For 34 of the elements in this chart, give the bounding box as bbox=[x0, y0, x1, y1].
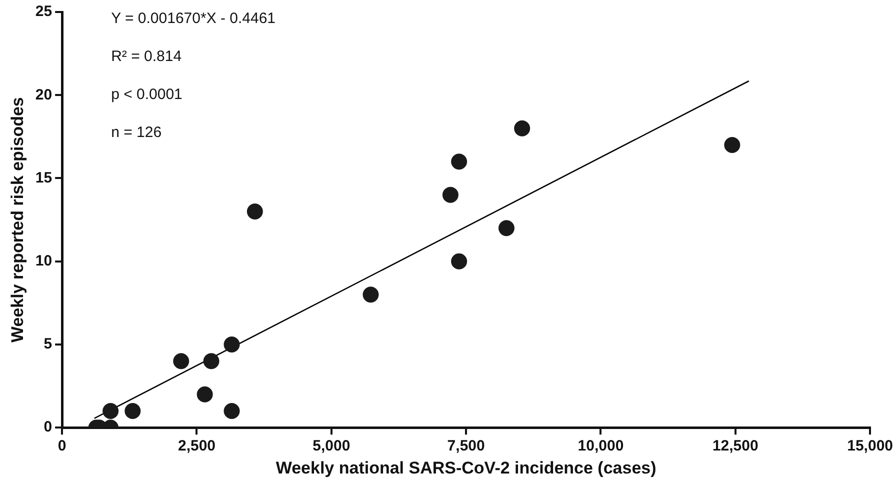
y-tick-label: 15 bbox=[35, 169, 52, 186]
y-tick-label: 25 bbox=[35, 3, 52, 20]
x-axis-title: Weekly national SARS-CoV-2 incidence (cases) bbox=[276, 458, 656, 478]
y-tick-label: 10 bbox=[35, 252, 52, 270]
point bbox=[203, 353, 220, 370]
y-tick-label: 0 bbox=[44, 418, 52, 436]
x-tick-label: 10,000 bbox=[578, 438, 624, 455]
point bbox=[124, 402, 141, 419]
point bbox=[514, 120, 530, 136]
y-tick-label: 20 bbox=[35, 86, 52, 104]
point bbox=[246, 203, 263, 220]
y-axis-title: Weekly reported risk episodes bbox=[8, 97, 27, 342]
point bbox=[724, 136, 740, 153]
y-tick-label: 5 bbox=[44, 336, 52, 353]
x-tick-label: 5,000 bbox=[312, 438, 350, 455]
x-tick-label: 7,500 bbox=[447, 438, 485, 455]
x-tick-label: 15,000 bbox=[847, 438, 894, 455]
point bbox=[451, 253, 468, 270]
x-tick-label: 2,500 bbox=[178, 438, 216, 455]
point bbox=[498, 220, 514, 236]
annotation: Y = 0.001670*X - 0.4461 bbox=[111, 10, 276, 28]
annotation: n = 126 bbox=[111, 124, 162, 142]
point bbox=[224, 336, 240, 352]
point bbox=[173, 353, 190, 370]
point bbox=[196, 386, 213, 402]
x-tick-label: 12,500 bbox=[712, 438, 758, 455]
point bbox=[102, 402, 119, 419]
x-tick-label: 0 bbox=[58, 438, 66, 455]
point bbox=[362, 286, 379, 303]
annotation: p < 0.0001 bbox=[111, 86, 182, 104]
point bbox=[224, 402, 240, 419]
point bbox=[442, 186, 458, 203]
annotation: R² = 0.814 bbox=[111, 48, 182, 66]
point bbox=[451, 154, 468, 170]
